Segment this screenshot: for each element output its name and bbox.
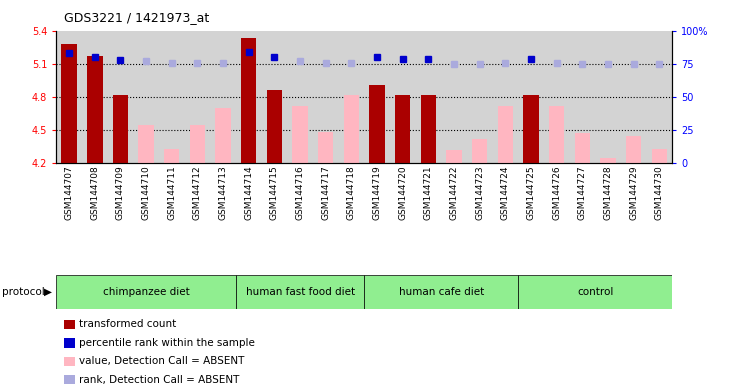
- Text: rank, Detection Call = ABSENT: rank, Detection Call = ABSENT: [79, 375, 240, 384]
- Text: GSM144719: GSM144719: [372, 165, 382, 220]
- Bar: [113, 95, 128, 163]
- Text: transformed count: transformed count: [79, 319, 176, 329]
- Text: GSM144713: GSM144713: [219, 165, 228, 220]
- Bar: [421, 95, 436, 163]
- Bar: [56, 275, 236, 309]
- Text: GSM144715: GSM144715: [270, 165, 279, 220]
- Text: GSM144728: GSM144728: [604, 165, 613, 220]
- Bar: [652, 149, 667, 163]
- Bar: [318, 132, 333, 163]
- Bar: [364, 275, 518, 309]
- Bar: [600, 158, 616, 163]
- Bar: [472, 139, 487, 163]
- Text: GSM144722: GSM144722: [450, 165, 459, 220]
- Bar: [216, 108, 231, 163]
- Text: protocol: protocol: [2, 287, 44, 297]
- Bar: [87, 56, 102, 163]
- Text: GSM144710: GSM144710: [142, 165, 151, 220]
- Bar: [369, 85, 385, 163]
- Text: GSM144711: GSM144711: [167, 165, 176, 220]
- Bar: [446, 150, 462, 163]
- Bar: [549, 106, 565, 163]
- Text: control: control: [577, 287, 614, 297]
- Bar: [267, 90, 282, 163]
- Text: human fast food diet: human fast food diet: [246, 287, 354, 297]
- Bar: [164, 149, 179, 163]
- Text: GSM144717: GSM144717: [321, 165, 330, 220]
- Bar: [523, 95, 538, 163]
- Bar: [236, 275, 364, 309]
- Bar: [241, 38, 257, 163]
- Text: GSM144725: GSM144725: [526, 165, 535, 220]
- Text: human cafe diet: human cafe diet: [399, 287, 484, 297]
- Text: GSM144727: GSM144727: [578, 165, 587, 220]
- Text: GSM144716: GSM144716: [296, 165, 305, 220]
- Bar: [498, 106, 513, 163]
- Text: GDS3221 / 1421973_at: GDS3221 / 1421973_at: [64, 12, 209, 25]
- Text: GSM144730: GSM144730: [655, 165, 664, 220]
- Bar: [575, 133, 590, 163]
- Bar: [138, 124, 154, 163]
- Text: GSM144708: GSM144708: [90, 165, 99, 220]
- Text: GSM144729: GSM144729: [629, 165, 638, 220]
- Text: percentile rank within the sample: percentile rank within the sample: [79, 338, 255, 348]
- Bar: [395, 95, 410, 163]
- Text: GSM144714: GSM144714: [244, 165, 253, 220]
- Text: GSM144726: GSM144726: [552, 165, 561, 220]
- Text: ▶: ▶: [44, 287, 52, 297]
- Bar: [344, 95, 359, 163]
- Text: chimpanzee diet: chimpanzee diet: [103, 287, 189, 297]
- Text: GSM144721: GSM144721: [424, 165, 433, 220]
- Text: GSM144718: GSM144718: [347, 165, 356, 220]
- Bar: [626, 136, 641, 163]
- Text: GSM144723: GSM144723: [475, 165, 484, 220]
- Text: GSM144707: GSM144707: [65, 165, 74, 220]
- Bar: [62, 44, 77, 163]
- Bar: [518, 275, 672, 309]
- Text: GSM144712: GSM144712: [193, 165, 202, 220]
- Bar: [190, 124, 205, 163]
- Text: value, Detection Call = ABSENT: value, Detection Call = ABSENT: [79, 356, 244, 366]
- Text: GSM144720: GSM144720: [398, 165, 407, 220]
- Bar: [292, 106, 308, 163]
- Text: GSM144709: GSM144709: [116, 165, 125, 220]
- Text: GSM144724: GSM144724: [501, 165, 510, 220]
